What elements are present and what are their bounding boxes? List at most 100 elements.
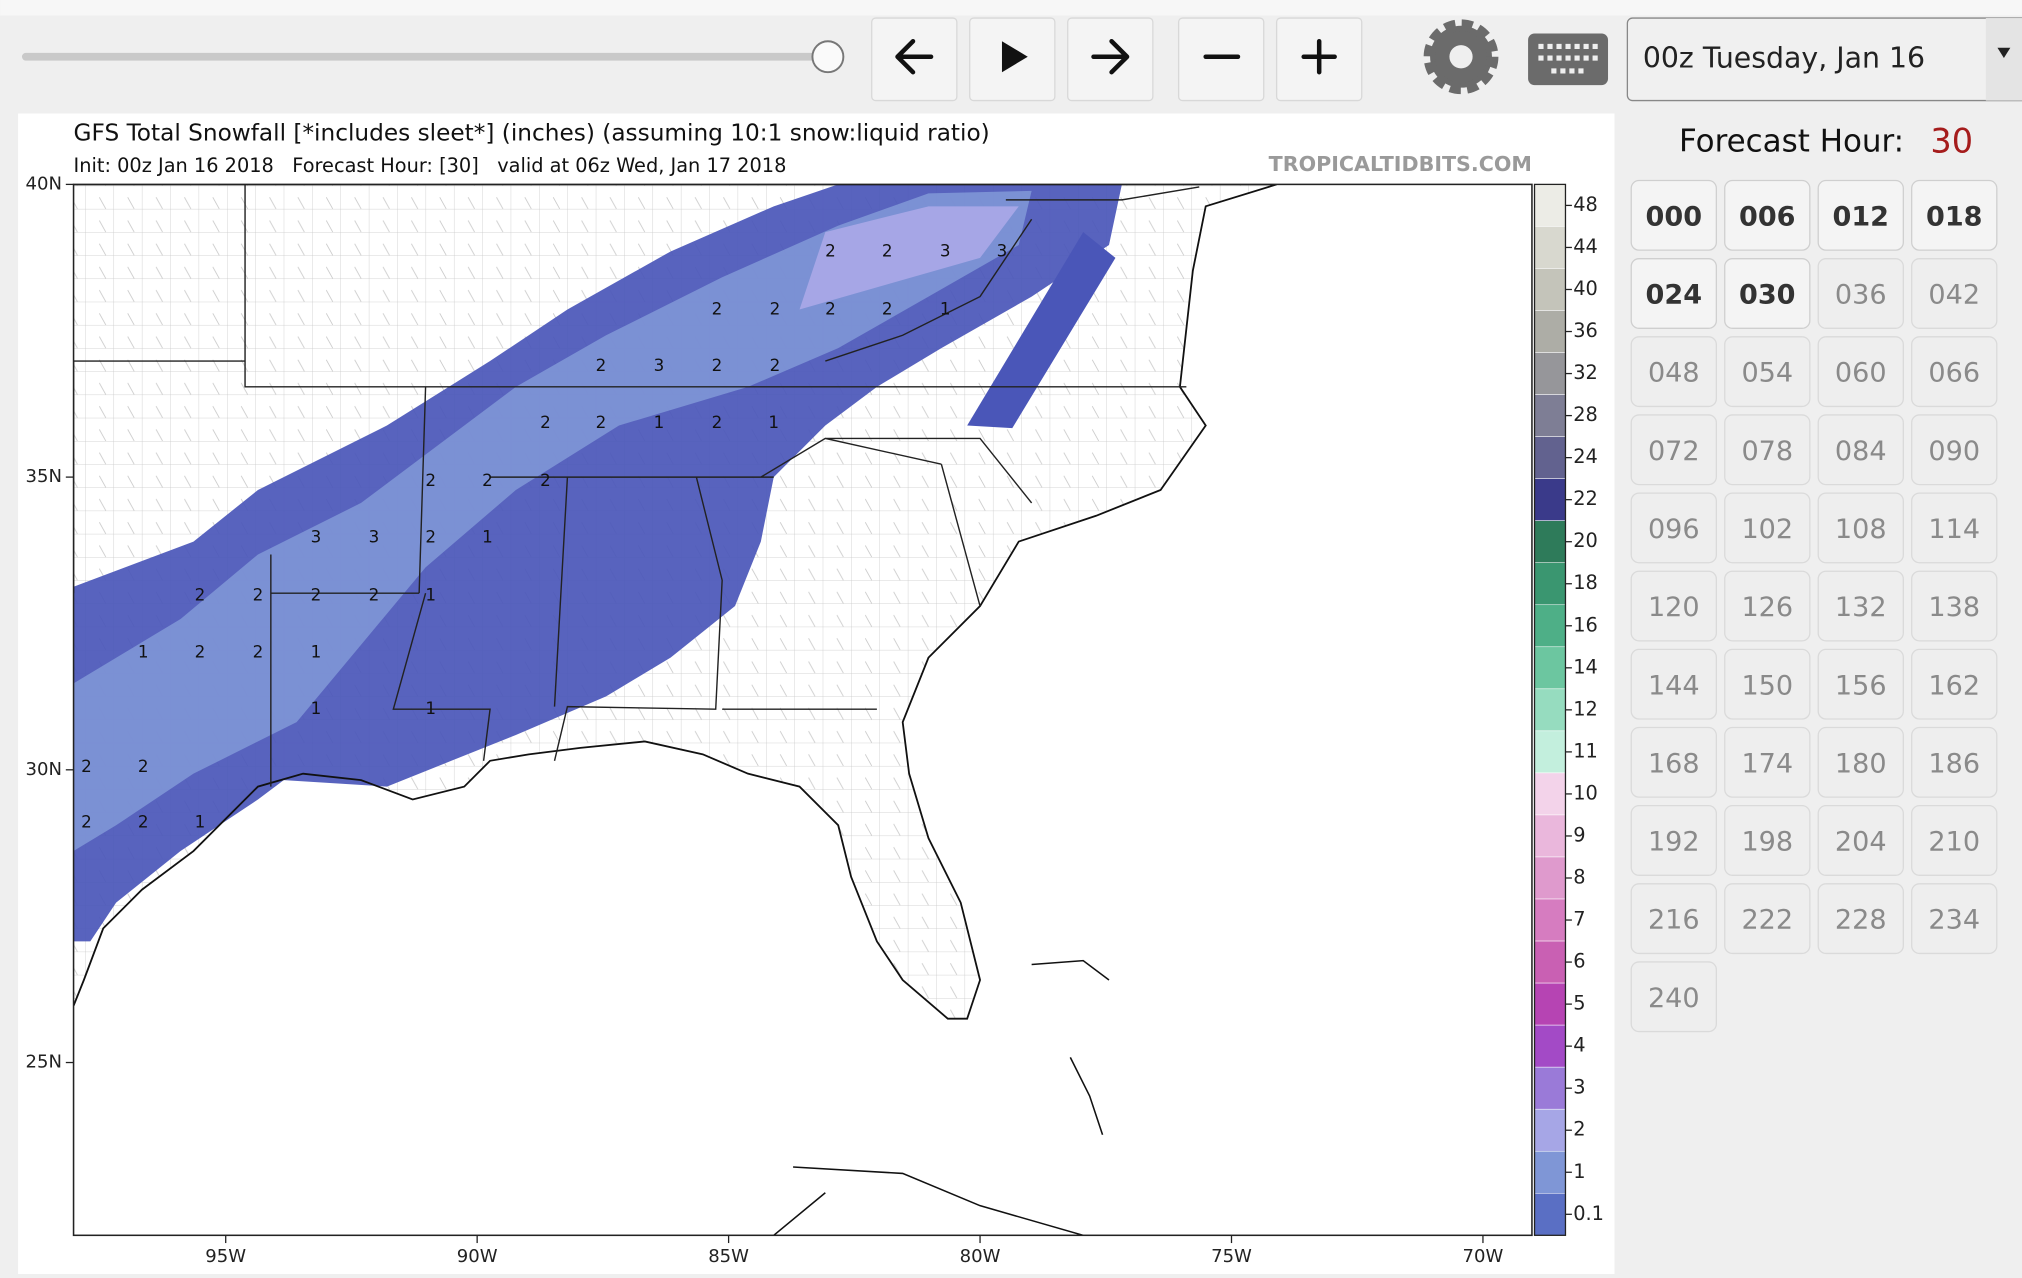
contour-label: 3 <box>997 240 1008 260</box>
time-slider[interactable] <box>21 52 828 61</box>
forecast-hour-value: 30 <box>1930 122 1973 161</box>
hour-button[interactable]: 018 <box>1911 179 1998 251</box>
hour-button-label: 066 <box>1928 358 1980 389</box>
hour-button-label: 162 <box>1928 670 1980 701</box>
hour-button-box <box>1817 726 1904 798</box>
hour-button[interactable]: 000 <box>1630 179 1717 251</box>
snow-stripe <box>967 232 1116 429</box>
contour-label: 2 <box>138 812 149 832</box>
hour-button-label: 036 <box>1835 280 1887 311</box>
snow-band <box>73 184 1122 942</box>
contour-label: 2 <box>311 585 322 605</box>
hour-button[interactable]: 012 <box>1817 179 1904 251</box>
hour-button[interactable]: 072 <box>1630 414 1717 486</box>
next-button[interactable] <box>1067 17 1154 102</box>
prev-button[interactable] <box>871 17 958 102</box>
hour-button[interactable]: 054 <box>1724 336 1811 408</box>
hour-button[interactable]: 066 <box>1911 336 1998 408</box>
hour-button[interactable]: 096 <box>1630 492 1717 564</box>
hour-button[interactable]: 114 <box>1911 492 1998 564</box>
hour-button[interactable]: 150 <box>1724 648 1811 720</box>
watermark: TROPICALTIDBITS.COM <box>1269 152 1532 176</box>
colorbar-label: 18 <box>1573 571 1598 594</box>
colorbar-label: 10 <box>1573 781 1598 804</box>
colorbar-label: 44 <box>1573 235 1598 258</box>
hour-button[interactable]: 120 <box>1630 570 1717 642</box>
hour-button[interactable]: 024 <box>1630 258 1717 329</box>
hour-button-label: 048 <box>1648 358 1700 389</box>
hour-button-box <box>1724 258 1811 329</box>
hour-button[interactable]: 216 <box>1630 883 1717 955</box>
hour-button-label: 060 <box>1835 358 1887 389</box>
contour-label: 2 <box>825 298 836 318</box>
zoom-out-button[interactable] <box>1177 17 1265 102</box>
hour-button[interactable]: 174 <box>1724 726 1811 798</box>
hour-button[interactable]: 192 <box>1630 805 1717 876</box>
hour-button[interactable]: 102 <box>1724 492 1811 564</box>
hour-button[interactable]: 006 <box>1724 179 1811 251</box>
colorbar-label: 2 <box>1573 1118 1585 1141</box>
hour-button[interactable]: 108 <box>1817 492 1904 564</box>
hour-button[interactable]: 234 <box>1911 883 1998 955</box>
date-select[interactable]: 00z Tuesday, Jan 16 <box>1626 17 2022 102</box>
top-bar <box>0 0 2022 16</box>
colorbar-label: 4 <box>1573 1034 1585 1057</box>
hour-button[interactable]: 204 <box>1817 805 1904 876</box>
hour-button-box <box>1630 648 1717 720</box>
slider-knob[interactable] <box>811 40 845 74</box>
hour-button[interactable]: 126 <box>1724 570 1811 642</box>
colorbar-swatch <box>1534 1108 1566 1152</box>
colorbar-swatch <box>1534 814 1566 858</box>
contour-label: 1 <box>425 698 436 718</box>
keyboard-button[interactable] <box>1528 33 1609 86</box>
settings-button[interactable] <box>1423 19 1499 95</box>
lat-label: 40N <box>25 173 61 194</box>
hour-button[interactable]: 042 <box>1911 258 1998 329</box>
hour-button-box <box>1817 336 1904 408</box>
hour-button-label: 054 <box>1741 358 1793 389</box>
hour-button[interactable]: 222 <box>1724 883 1811 955</box>
colorbar-swatch <box>1534 394 1566 437</box>
colorbar-swatch <box>1534 352 1566 395</box>
hour-button-box <box>1630 492 1717 564</box>
hour-button[interactable]: 210 <box>1911 805 1998 876</box>
hour-button-label: 120 <box>1648 592 1700 623</box>
hour-button[interactable]: 228 <box>1817 883 1904 955</box>
hour-button[interactable]: 162 <box>1911 648 1998 720</box>
hour-button[interactable]: 156 <box>1817 648 1904 720</box>
hour-button-box <box>1817 179 1904 251</box>
colorbar-swatch <box>1534 226 1566 269</box>
zoom-in-button[interactable] <box>1275 17 1363 102</box>
hour-button[interactable]: 240 <box>1630 961 1717 1033</box>
colorbar-swatch <box>1534 982 1566 1026</box>
hour-button[interactable]: 084 <box>1817 414 1904 486</box>
hour-button[interactable]: 168 <box>1630 726 1717 798</box>
hour-button[interactable]: 036 <box>1817 258 1904 329</box>
hour-button[interactable]: 048 <box>1630 336 1717 408</box>
play-button[interactable] <box>969 17 1056 102</box>
hour-button[interactable]: 060 <box>1817 336 1904 408</box>
colorbar-label: 0.1 <box>1573 1202 1604 1225</box>
contour-label: 1 <box>425 585 436 605</box>
hour-button-label: 078 <box>1741 436 1793 467</box>
map-title: GFS Total Snowfall [*includes sleet*] (i… <box>74 120 990 147</box>
colorbar-label: 8 <box>1573 866 1585 889</box>
hour-button[interactable]: 144 <box>1630 648 1717 720</box>
colorbar-label: 12 <box>1573 697 1598 720</box>
hour-button[interactable]: 138 <box>1911 570 1998 642</box>
colorbar-swatch <box>1534 184 1566 227</box>
date-select-text: 00z Tuesday, Jan 16 <box>1643 41 1925 74</box>
hour-button[interactable]: 180 <box>1817 726 1904 798</box>
hour-button[interactable]: 186 <box>1911 726 1998 798</box>
hour-button-box <box>1817 570 1904 642</box>
hour-button-label: 126 <box>1741 592 1793 623</box>
colorbar-label: 20 <box>1573 529 1598 552</box>
hour-button[interactable]: 090 <box>1911 414 1998 486</box>
hour-button[interactable]: 132 <box>1817 570 1904 642</box>
hour-button[interactable]: 078 <box>1724 414 1811 486</box>
hour-button[interactable]: 198 <box>1724 805 1811 876</box>
hour-button-box <box>1911 414 1998 486</box>
hour-button[interactable]: 030 <box>1724 258 1811 329</box>
hour-button-label: 144 <box>1648 670 1700 701</box>
contour-label: 2 <box>253 585 264 605</box>
